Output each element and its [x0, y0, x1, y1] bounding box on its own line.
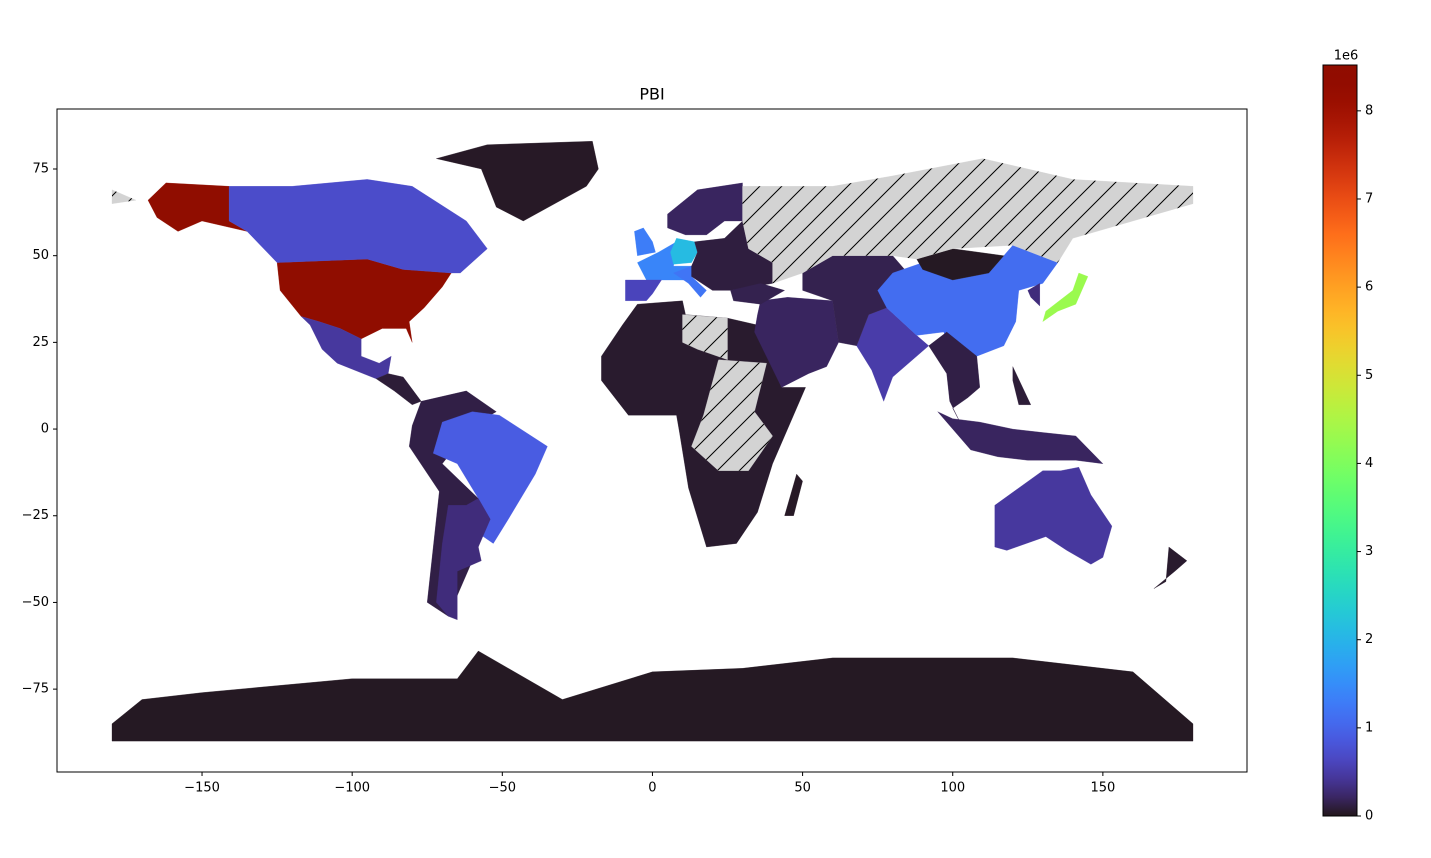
colorbar-tick-label: 6 — [1365, 280, 1373, 295]
x-tick-label: −50 — [489, 781, 516, 796]
region — [436, 498, 491, 621]
colorbar-tick-label: 4 — [1365, 456, 1373, 471]
region — [111, 650, 1194, 742]
region — [1153, 546, 1188, 589]
region — [730, 283, 785, 305]
colorbar-tick-label: 0 — [1365, 809, 1373, 824]
colorbar-offset: 1e6 — [1334, 49, 1359, 64]
missing-hatch — [682, 314, 728, 360]
missing-hatch — [112, 189, 136, 204]
region — [276, 258, 452, 343]
region — [436, 141, 599, 222]
region — [1027, 283, 1040, 307]
y-tick-label: −75 — [22, 682, 49, 697]
region — [228, 179, 488, 274]
region — [1042, 272, 1089, 322]
x-tick-label: −100 — [334, 781, 370, 796]
colorbar-tick-label: 8 — [1365, 103, 1373, 118]
region — [994, 467, 1113, 565]
region — [300, 316, 392, 379]
x-tick-label: −150 — [184, 781, 220, 796]
x-tick-label: 150 — [1090, 781, 1115, 796]
colorbar — [1322, 64, 1358, 817]
y-tick-label: 0 — [41, 422, 49, 437]
region — [375, 373, 422, 405]
region — [625, 279, 662, 301]
region — [433, 411, 548, 544]
region — [937, 411, 1104, 464]
colorbar-tick-label: 7 — [1365, 191, 1373, 206]
colorbar-tick-label: 5 — [1365, 368, 1373, 383]
y-tick-label: 50 — [32, 248, 49, 263]
region — [784, 473, 803, 516]
y-tick-label: 25 — [32, 335, 49, 350]
y-tick-label: 75 — [32, 161, 49, 176]
region — [1012, 366, 1032, 405]
missing-hatch — [691, 359, 773, 471]
x-tick-label: 100 — [940, 781, 965, 796]
chart-title: PBI — [639, 85, 664, 104]
colorbar-tick-label: 1 — [1365, 720, 1373, 735]
x-tick-label: 50 — [794, 781, 811, 796]
map — [111, 141, 1194, 742]
missing-hatch — [742, 158, 1193, 284]
y-tick-label: −50 — [22, 595, 49, 610]
region — [754, 297, 839, 388]
y-tick-label: −25 — [22, 508, 49, 523]
region — [667, 182, 743, 236]
region — [928, 331, 980, 426]
colorbar-tick-label: 3 — [1365, 544, 1373, 559]
colorbar-tick-label: 2 — [1365, 632, 1373, 647]
region — [634, 227, 656, 256]
region — [670, 238, 698, 265]
x-tick-label: 0 — [648, 781, 656, 796]
